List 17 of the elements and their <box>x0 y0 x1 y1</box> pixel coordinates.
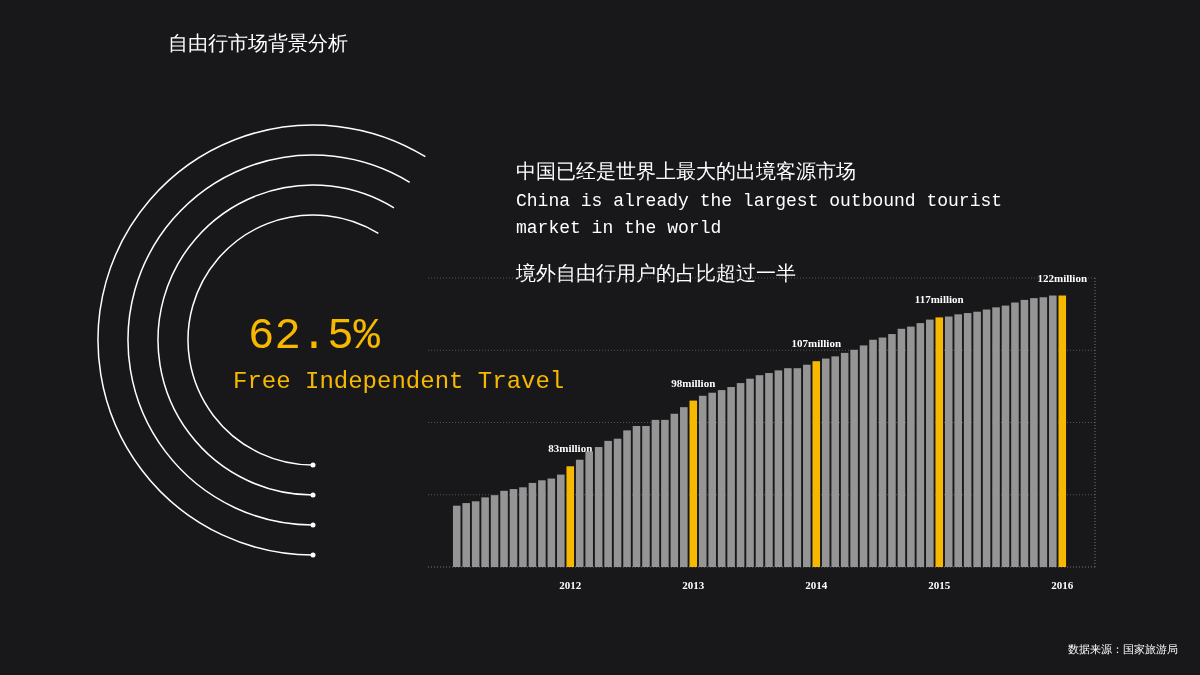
annotation: Free Independent Travel <box>233 368 565 395</box>
source-note: 数据来源：国家旅游局 <box>1068 643 1178 656</box>
text: China is already the largest outbound tourist market in the world <box>516 191 1003 238</box>
x-tick-label: 2016 <box>1051 579 1074 591</box>
text: 自由行市场背景分析 <box>168 31 348 55</box>
data-label: 98million <box>671 376 716 389</box>
data-label: 107million <box>791 337 842 350</box>
x-tick-label: 2013 <box>682 579 705 591</box>
data-label: 83million <box>548 442 593 455</box>
text: 62.5% <box>248 311 381 361</box>
x-tick-label: 2015 <box>928 579 951 591</box>
annotation: 境外自由行用户的占比超过一半 <box>515 261 796 285</box>
x-tick-label: 2014 <box>805 579 828 591</box>
data-label: 117million <box>914 293 964 306</box>
x-tick-label: 2012 <box>559 579 582 591</box>
data-label: 122million <box>1037 271 1088 284</box>
text: 中国已经是世界上最大的出境客源市场 <box>516 159 856 183</box>
